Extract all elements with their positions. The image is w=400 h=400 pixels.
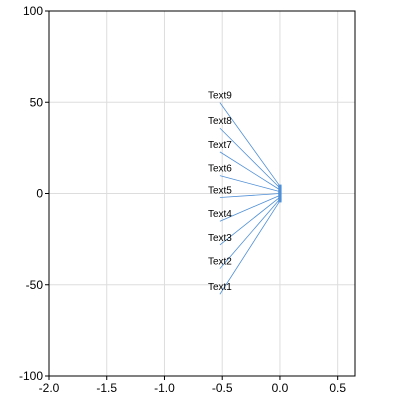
point-labels: Text1 Text2 Text3 Text4 Text5 Text6 Text7 Text8… bbox=[208, 91, 232, 294]
data-point bbox=[278, 190, 282, 194]
label-connector bbox=[219, 200, 281, 295]
label-connector bbox=[219, 151, 281, 191]
y-tick-label: 100 bbox=[23, 4, 43, 18]
data-point bbox=[278, 193, 282, 197]
x-tick-label: -1.0 bbox=[154, 381, 175, 395]
x-tick-label: -1.5 bbox=[96, 381, 117, 395]
y-tick-label: 50 bbox=[30, 95, 44, 109]
y-tick-label: -50 bbox=[26, 278, 44, 292]
point-label: Text8 bbox=[208, 116, 232, 127]
data-point bbox=[278, 199, 282, 203]
data-point bbox=[278, 184, 282, 188]
label-connector bbox=[219, 102, 281, 187]
point-label: Text9 bbox=[208, 91, 232, 102]
data-point bbox=[278, 197, 282, 201]
label-connector bbox=[219, 193, 280, 198]
axis-ticks: -2.0 -1.5 -1.0 -0.5 0.0 0.5 -100 -50 0 50 100 bbox=[19, 4, 346, 395]
x-tick-label: 0.5 bbox=[329, 381, 346, 395]
label-connector bbox=[219, 198, 281, 269]
point-label: Text6 bbox=[208, 164, 232, 175]
y-tick-label: 0 bbox=[36, 187, 43, 201]
data-point bbox=[278, 195, 282, 199]
data-point bbox=[278, 188, 282, 192]
point-label: Text7 bbox=[208, 140, 232, 151]
x-tick-label: 0.0 bbox=[272, 381, 289, 395]
label-connector bbox=[219, 175, 281, 193]
data-point bbox=[278, 191, 282, 196]
point-label: Text1 bbox=[208, 282, 232, 293]
data-points bbox=[278, 184, 282, 203]
label-connector bbox=[219, 196, 281, 246]
label-connectors bbox=[219, 102, 281, 295]
y-tick-label: -100 bbox=[19, 369, 43, 383]
point-label: Text5 bbox=[208, 186, 232, 197]
point-label: Text2 bbox=[208, 257, 232, 268]
x-tick-label: -2.0 bbox=[39, 381, 60, 395]
point-label: Text4 bbox=[208, 209, 232, 220]
data-point bbox=[278, 186, 282, 190]
point-label: Text3 bbox=[208, 233, 232, 244]
label-connector bbox=[219, 194, 281, 222]
x-tick-label: -0.5 bbox=[212, 381, 233, 395]
label-connector bbox=[219, 127, 281, 189]
